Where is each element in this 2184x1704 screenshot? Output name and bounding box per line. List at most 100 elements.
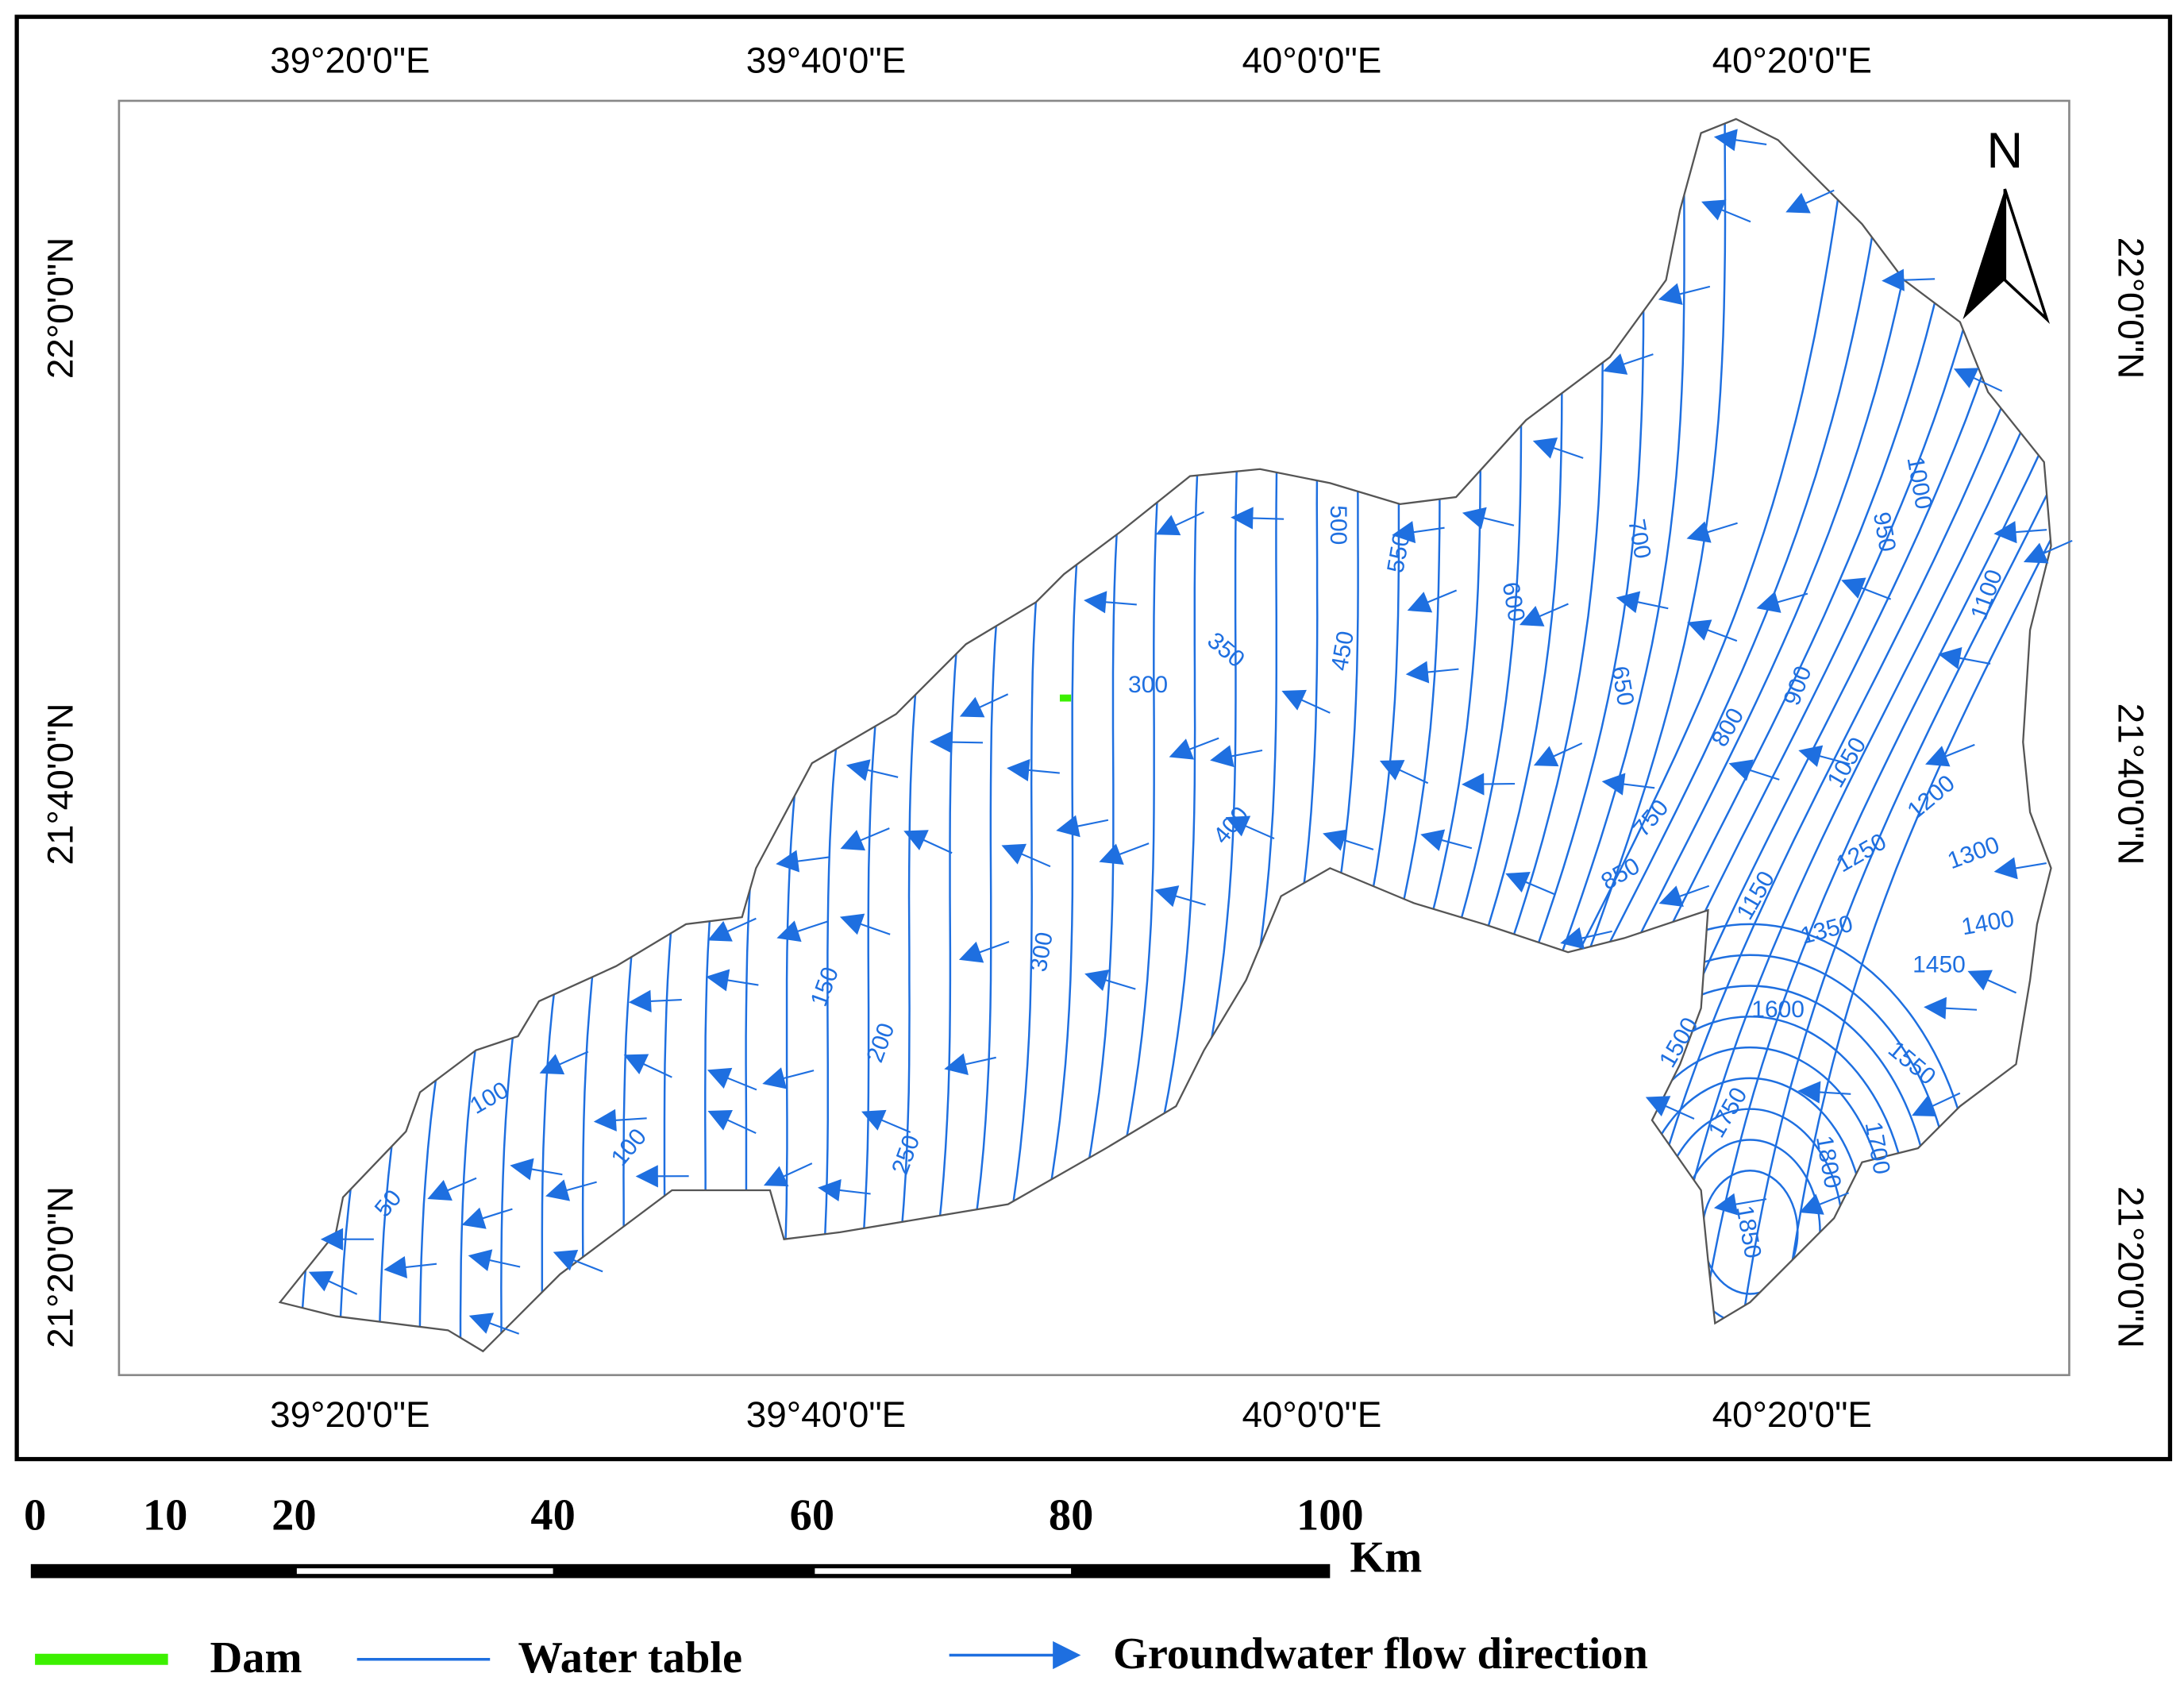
flow-arrow [1728, 759, 1780, 781]
flow-arrow [1225, 815, 1275, 840]
contour-line [621, 118, 877, 1351]
contour-label: 250 [887, 1132, 925, 1178]
contour-line [279, 118, 518, 1351]
flow-arrow [510, 1158, 563, 1181]
longitude-label: 40°0'0"E [1242, 39, 1381, 80]
flow-arrow-shaft [1733, 1198, 1767, 1206]
flow-arrow-shaft [1985, 978, 2016, 994]
flow-arrow-head [818, 1178, 842, 1201]
contour-line [1296, 118, 1529, 1351]
flow-arrow-head [1281, 689, 1307, 711]
flow-arrow-head [839, 913, 865, 935]
contour-label: 300 [1026, 930, 1058, 973]
flow-arrow-shaft [921, 838, 953, 854]
flow-arrow [776, 920, 828, 943]
flow-arrow-head [1602, 353, 1628, 375]
flow-arrow [707, 917, 757, 942]
flow-arrow-head [1645, 1096, 1671, 1117]
flow-arrow [959, 693, 1009, 718]
flow-arrow [1645, 1096, 1695, 1120]
flow-arrow-shaft [1173, 894, 1206, 906]
contour-line [736, 118, 965, 1351]
flow-arrow-shaft [325, 1279, 358, 1295]
flow-arrow-shaft [1103, 978, 1136, 990]
flow-arrow-shaft [403, 1263, 437, 1269]
flow-arrow [1281, 689, 1331, 714]
flow-arrow-head [1084, 591, 1107, 614]
contour-label: 350 [1202, 627, 1250, 673]
flow-arrow-shaft [1026, 769, 1060, 774]
contour-label: 1400 [1959, 905, 2016, 940]
flow-arrow [1392, 521, 1445, 544]
flow-arrow-shaft [1803, 189, 1835, 206]
flow-arrow [553, 1250, 603, 1273]
flow-arrow-head [623, 1054, 649, 1075]
flow-arrow [1210, 745, 1263, 768]
flow-arrow-head [593, 1108, 617, 1132]
flow-arrow [383, 1255, 437, 1278]
flow-arrow-head [707, 920, 733, 942]
flow-arrow [628, 989, 682, 1012]
contour-line [1770, 118, 2051, 1351]
flow-arrow-head [861, 1109, 887, 1131]
contour-line [1000, 118, 1179, 1351]
flow-arrow-head [1686, 521, 1712, 543]
basin-outline [278, 118, 2052, 1353]
flow-arrow-head [707, 1067, 733, 1089]
flow-arrow-shaft [487, 1259, 521, 1268]
flow-arrow-head [1532, 437, 1558, 459]
north-arrow [1963, 188, 2051, 325]
dam [1059, 694, 1072, 702]
flow-arrow-shaft [1481, 516, 1515, 526]
flow-arrow-head [1379, 760, 1405, 781]
contour-line [1418, 118, 1685, 1351]
longitude-label: 39°20'0"E [270, 1394, 429, 1435]
contour-line [1384, 118, 1855, 1351]
flow-arrow-head [1210, 745, 1235, 768]
flow-arrow-head [763, 1166, 789, 1187]
contour-line [1027, 118, 1207, 1351]
contour-label: 1100 [1966, 566, 2008, 623]
contour-label: 1050 [1822, 733, 1871, 792]
flow-arrow-shaft [529, 1167, 563, 1176]
flow-arrow-shaft [837, 1189, 871, 1195]
flow-arrow-shaft [1250, 517, 1285, 520]
contour-label: 600 [1497, 580, 1530, 624]
flow-arrow-shaft [1229, 749, 1263, 758]
flow-arrow-shaft [564, 1181, 597, 1192]
flow-arrow-shaft [963, 1056, 996, 1066]
flow-arrow [818, 1178, 871, 1201]
flow-arrow [1084, 969, 1136, 991]
flow-arrow-head [461, 1207, 487, 1229]
flow-arrow-head [1560, 927, 1585, 950]
flow-arrow [1323, 829, 1374, 851]
flow-arrow-shaft [613, 1117, 647, 1122]
flow-arrow-shaft [1677, 885, 1710, 898]
flow-arrow-head [1099, 843, 1124, 865]
flow-arrow [468, 1249, 521, 1271]
flow-arrow-head [468, 1313, 495, 1334]
flow-arrow-shaft [1943, 1007, 1978, 1011]
flow-arrow-shaft [1103, 600, 1137, 606]
flow-arrow-shaft [2013, 862, 2047, 869]
flow-arrow [1799, 1192, 1850, 1215]
flow-arrow [707, 1109, 757, 1135]
flow-arrow-head [1713, 1193, 1739, 1216]
flow-arrow [1462, 507, 1515, 530]
contour-line [1215, 118, 1422, 1351]
flow-arrow-shaft [1075, 819, 1109, 828]
flow-arrow-head [1225, 815, 1251, 837]
contour-line [1730, 118, 2051, 1351]
flow-arrow-shaft [641, 1062, 672, 1078]
contour-label: 700 [1623, 517, 1655, 561]
flow-arrow [1658, 885, 1710, 907]
flow-arrow [1602, 353, 1654, 375]
flow-arrow [1407, 589, 1458, 613]
flow-arrow-shaft [1396, 768, 1429, 785]
flow-arrow-shaft [445, 1177, 477, 1193]
flow-arrow [1155, 511, 1204, 536]
contour-line [699, 118, 937, 1351]
flow-arrow-head [1756, 591, 1781, 613]
flow-arrow-head [1505, 872, 1531, 893]
flow-arrow-head [553, 1250, 579, 1271]
